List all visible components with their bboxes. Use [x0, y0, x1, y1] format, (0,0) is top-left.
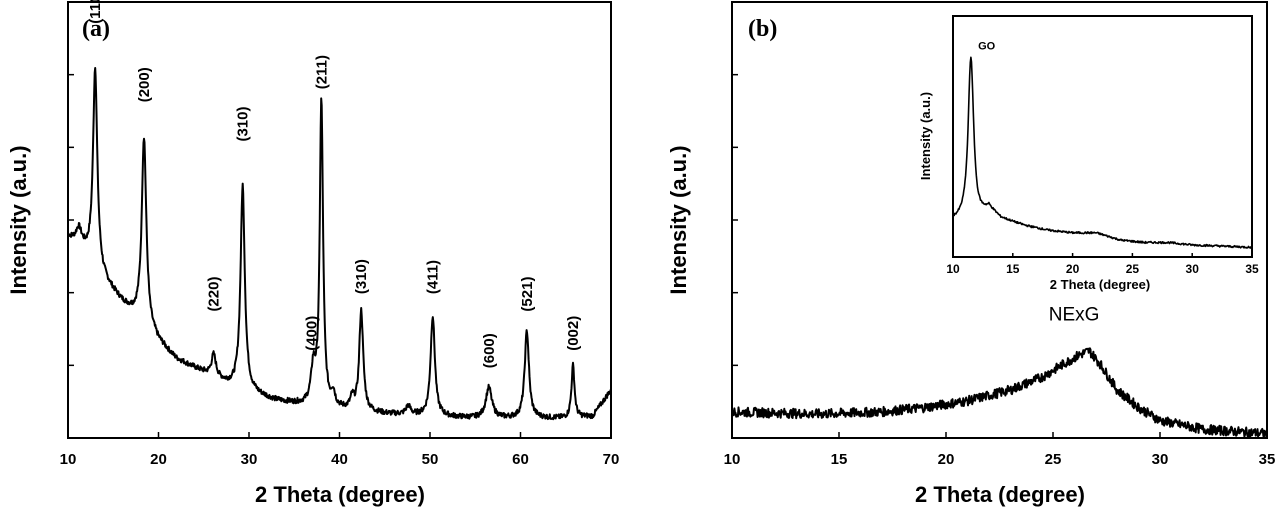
- panel-a-xrd-curve: [67, 67, 612, 421]
- x-tick-label: 10: [946, 262, 960, 276]
- panel-a-label: (a): [82, 16, 110, 42]
- x-tick-label: 30: [241, 451, 258, 468]
- x-tick-label: 35: [1245, 262, 1259, 276]
- panel-a-x-ticks: 10 20 30 40 50 60 70: [60, 432, 620, 468]
- panel-a-peak-labels: (110) (200) (220) (310) (400) (211) (310) (411)…: [87, 0, 582, 368]
- x-tick-label: 25: [1045, 451, 1062, 468]
- x-tick-label: 15: [831, 451, 848, 468]
- inset-background: [953, 16, 1252, 257]
- panel-b-inset-chart: 10 15 20 25 30 35 GO 2 Theta (degree) Intensi…: [918, 15, 1259, 292]
- inset-y-axis-label: Intensity (a.u.): [918, 92, 933, 180]
- x-tick-label: 50: [422, 451, 439, 468]
- x-tick-label: 35: [1259, 451, 1276, 468]
- peak-label: (200): [136, 67, 153, 102]
- x-tick-label: 15: [1006, 262, 1020, 276]
- peak-label: (220): [206, 277, 223, 312]
- peak-label: (110): [87, 0, 104, 24]
- inset-sample-label: GO: [978, 41, 996, 53]
- inset-go-curve: [952, 56, 1253, 249]
- inset-sample-labels: GO: [978, 41, 996, 53]
- peak-label: (002): [565, 316, 582, 351]
- x-tick-label: 10: [724, 451, 741, 468]
- panel-b-x-axis-label: 2 Theta (degree): [915, 482, 1085, 507]
- panel-a-y-axis-label: Intensity (a.u.): [6, 145, 31, 294]
- panel-a-chart: 10 20 30 40 50 60 70 (110) (200) (220) (310) (400)…: [6, 0, 619, 507]
- peak-label: (310): [235, 106, 252, 141]
- peak-label: (310): [353, 259, 370, 294]
- x-tick-label: 30: [1186, 262, 1200, 276]
- inset-x-axis-label: 2 Theta (degree): [1050, 277, 1150, 292]
- panel-b-label: (b): [748, 16, 777, 42]
- peak-label: (400): [303, 316, 320, 351]
- panel-b-x-ticks: 10 15 20 25 30 35: [724, 432, 1276, 468]
- peak-label: (521): [519, 277, 536, 312]
- panel-b-sample-labels: NExG: [1049, 304, 1100, 325]
- panel-b-y-ticks: [732, 73, 738, 367]
- panel-b-nexg-curve: [731, 347, 1268, 439]
- x-tick-label: 20: [1066, 262, 1080, 276]
- x-tick-label: 25: [1126, 262, 1140, 276]
- x-tick-label: 10: [60, 451, 77, 468]
- inset-x-ticks: 10 15 20 25 30 35: [946, 253, 1259, 276]
- x-tick-label: 20: [150, 451, 167, 468]
- peak-label: (211): [313, 55, 330, 89]
- x-tick-label: 30: [1152, 451, 1169, 468]
- x-tick-label: 20: [938, 451, 955, 468]
- inset-frame: [952, 15, 1253, 258]
- panel-b-chart: 10 15 20 25 30 35 NExG (b) 2 Theta (degree) I…: [666, 1, 1276, 507]
- x-tick-label: 70: [603, 451, 620, 468]
- panel-a-y-ticks: [68, 73, 74, 367]
- peak-label: (600): [481, 333, 498, 368]
- x-tick-label: 60: [512, 451, 529, 468]
- panel-a-x-axis-label: 2 Theta (degree): [255, 482, 425, 507]
- x-tick-label: 40: [331, 451, 348, 468]
- sample-label: NExG: [1049, 304, 1100, 325]
- panel-b-y-axis-label: Intensity (a.u.): [666, 145, 691, 294]
- peak-label: (411): [425, 260, 442, 294]
